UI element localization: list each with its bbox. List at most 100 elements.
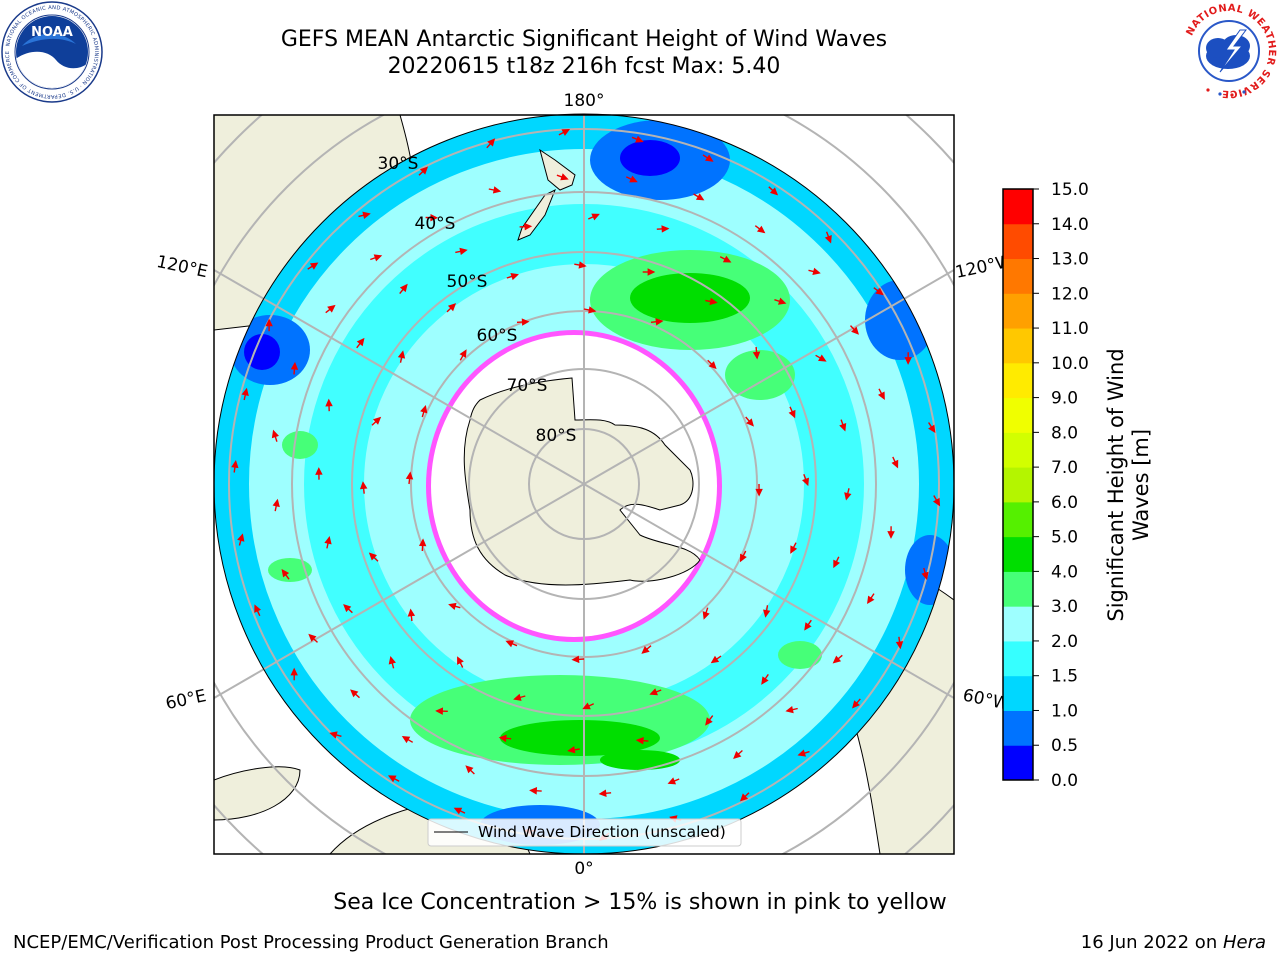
wave-arrow-head [867, 595, 875, 605]
wave-arrow-head [755, 488, 763, 497]
lon-label-120e: 120°E [155, 252, 210, 282]
wave-arrow-head [329, 731, 338, 739]
wave-arrow-head [598, 789, 607, 797]
wave-arrow-head [350, 689, 359, 698]
wave-arrow-head [852, 700, 860, 709]
colorbar-tick-label: 12.0 [1051, 284, 1089, 304]
wave-arrow-head [359, 481, 368, 490]
wave-arrow-head [309, 262, 319, 270]
sea-ice-note: Sea Ice Concentration > 15% is shown in … [333, 890, 947, 915]
wave-arrow-head [887, 531, 895, 539]
colorbar-tick-label: 2.0 [1051, 632, 1078, 652]
wave-arrow-head [290, 361, 299, 370]
colorbar-swatch [1003, 293, 1033, 329]
wave-arrow-head [571, 655, 580, 664]
colorbar-swatch [1003, 362, 1033, 399]
wave-arrow-head [932, 497, 941, 507]
wave-arrow-head [281, 569, 290, 578]
wave-arrow-head [785, 705, 794, 714]
wave-arrow-head [877, 391, 885, 401]
colorbar-swatch [1003, 571, 1033, 607]
wave-arrow-head [635, 135, 644, 143]
wave-arrow-head [362, 211, 371, 219]
wave-arrow-head [777, 297, 787, 305]
wave-arrow-head [895, 641, 904, 650]
colorbar-swatch [1003, 258, 1033, 294]
colorbar-tick-label: 13.0 [1051, 250, 1089, 270]
colorbar-swatch [1003, 745, 1033, 781]
wave-arrow-head [254, 604, 261, 613]
lon-label-0: 0° [574, 859, 593, 879]
colorbar-swatch [1003, 640, 1033, 677]
lat-label-80s: 80°S [536, 426, 577, 446]
wave-arrow-head [272, 498, 280, 508]
new-zealand-north [539, 148, 576, 191]
colorbar-swatch [1003, 710, 1033, 746]
wave-arrow-head [702, 611, 710, 620]
chart-title-line1: GEFS MEAN Antarctic Significant Height o… [280, 27, 888, 52]
wave-arrow-head [399, 283, 408, 293]
wave-arrow-head [457, 656, 464, 665]
wave-arrow-head [921, 571, 929, 581]
wave-arrow-head [578, 261, 587, 269]
lat-label-40s: 40°S [415, 214, 456, 234]
wave-arrow-head [739, 793, 749, 802]
colorbar-frame [1002, 188, 1034, 781]
wave-arrow-head [629, 175, 638, 183]
colorbar-swatch [1003, 536, 1033, 572]
wave-arrow-head [752, 351, 761, 360]
colorbar-tick-label: 14.0 [1051, 215, 1089, 235]
wave-arrow-head [790, 545, 798, 554]
wave-arrow-head [505, 640, 514, 648]
wave-arrow-head [635, 736, 644, 745]
wave-arrow-head [655, 318, 664, 326]
wave-arrow-head [315, 467, 323, 475]
colorbar-label-line2: Waves [m] [1129, 429, 1153, 541]
colorbar-tick-label: 15.0 [1051, 180, 1089, 200]
colorbar-tick-label: 11.0 [1051, 319, 1089, 339]
wave-arrow-head [733, 751, 742, 759]
wave-arrow-head [510, 272, 519, 281]
legend-label: Wind Wave Direction (unscaled) [478, 823, 726, 841]
wave-arrow-head [241, 387, 249, 397]
wave-arrow-head [529, 787, 538, 795]
map-legend: Wind Wave Direction (unscaled) [427, 818, 742, 847]
colorbar-tick-label: 1.0 [1051, 701, 1078, 721]
lon-label-180: 180° [564, 91, 605, 111]
colorbar-swatch [1003, 223, 1033, 260]
colorbar-swatch [1003, 189, 1033, 225]
wave-arrow-head [661, 225, 670, 233]
wave-arrow-head [802, 477, 809, 487]
wave-arrow-head [492, 186, 502, 194]
wave-arrow-head [447, 303, 457, 312]
colorbar-swatch [1003, 467, 1033, 503]
wave-arrow-head [513, 693, 522, 701]
noaa-logo-text: NOAA [31, 25, 73, 40]
wave-arrow-head [448, 602, 457, 610]
colorbar-swatch [1003, 675, 1033, 711]
wave-arrow-head [667, 777, 677, 785]
credit-branch: NCEP/EMC/Verification Post Processing Pr… [13, 932, 609, 953]
wave-arrow-head [788, 409, 796, 419]
colorbar-tick-label: 0.0 [1051, 771, 1078, 791]
colorbar-tick-label: 3.0 [1051, 597, 1078, 617]
wave-arrow-head [891, 459, 899, 469]
map-frame [213, 114, 955, 855]
lat-label-70s: 70°S [507, 376, 548, 396]
wave-arrow-head [356, 337, 365, 347]
wave-arrow-head [524, 222, 533, 231]
wave-arrow-head [647, 268, 656, 276]
lat-label-60s: 60°S [477, 326, 518, 346]
wind-wave-arrows [231, 129, 941, 841]
wave-arrow-head [761, 676, 769, 685]
lon-label-60e: 60°E [164, 686, 208, 714]
wave-arrow-head [844, 492, 852, 501]
wave-arrow-head [588, 306, 597, 314]
lat-label-30s: 30°S [378, 154, 419, 174]
wave-arrow-head [824, 234, 832, 244]
noaa-logo: NATIONAL OCEANIC AND ATMOSPHERIC ADMINIS… [1, 1, 103, 103]
wave-arrow-head [812, 267, 821, 276]
wave-arrow-head [875, 287, 884, 296]
colorbar-swatch [1003, 606, 1033, 642]
